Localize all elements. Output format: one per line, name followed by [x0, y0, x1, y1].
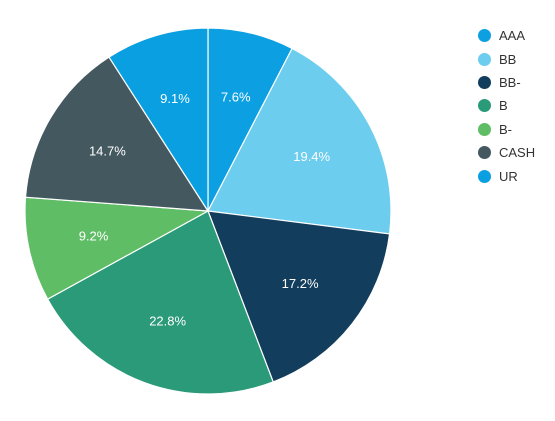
pie-slice-b: [46, 210, 274, 395]
legend-marker: [478, 52, 491, 66]
legend-marker: [478, 75, 491, 89]
legend-marker: [478, 169, 491, 183]
legend-label: AAA: [499, 28, 526, 44]
data-label: 17.2%: [282, 276, 319, 291]
data-label: 22.8%: [149, 313, 186, 328]
pie-slice-bb-minus: [207, 210, 391, 383]
legend-label: UR: [499, 168, 518, 184]
data-label: 14.7%: [89, 144, 126, 159]
pie-slice-b-minus: [24, 196, 211, 300]
legend-item: CASH: [478, 141, 535, 164]
legend-label: CASH: [499, 145, 536, 161]
pie-slice-bb: [207, 47, 392, 235]
legend-label: B: [499, 98, 508, 114]
legend-marker: [478, 29, 491, 43]
pie-slice-ur: [108, 27, 209, 214]
legend-item: AAA: [478, 24, 535, 47]
legend-label: BB: [499, 51, 517, 67]
data-label: 7.6%: [221, 90, 251, 105]
legend-marker: [478, 146, 491, 160]
pie-slice-cash: [24, 56, 210, 212]
legend-marker: [478, 99, 491, 113]
legend-item: B: [478, 94, 535, 117]
legend-label: BB-: [499, 74, 521, 90]
legend-item: BB: [478, 47, 535, 70]
data-label: 9.1%: [160, 91, 190, 106]
legend-item: B-: [478, 118, 535, 141]
legend-marker: [478, 122, 491, 136]
legend: AAA BB BB- B B- CASH UR: [478, 24, 535, 188]
data-label: 9.2%: [79, 228, 109, 243]
legend-item: UR: [478, 164, 535, 187]
legend-label: B-: [499, 121, 512, 137]
data-label: 19.4%: [293, 149, 330, 164]
legend-item: BB-: [478, 71, 535, 94]
